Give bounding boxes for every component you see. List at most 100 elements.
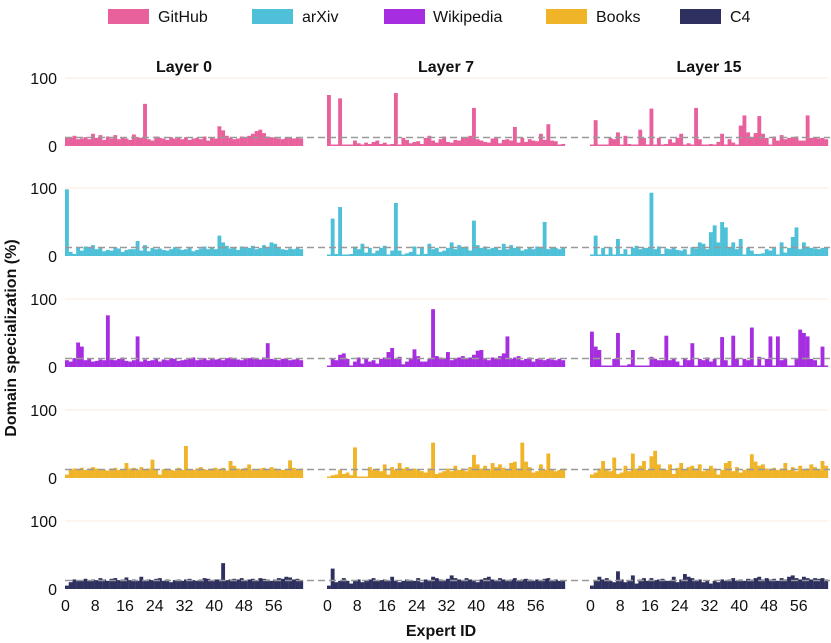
bar: [468, 579, 473, 589]
bar: [371, 360, 376, 367]
panel-wikipedia-0: [65, 315, 304, 367]
bar: [154, 136, 159, 146]
bar: [779, 360, 784, 367]
bar: [243, 580, 248, 589]
bar: [616, 473, 620, 478]
x-tick-label: 40: [205, 598, 223, 615]
bar: [527, 357, 532, 367]
bar: [697, 358, 702, 367]
bar: [124, 360, 129, 367]
bar: [434, 356, 439, 367]
bar: [291, 138, 296, 146]
bar: [494, 137, 499, 146]
bar: [723, 227, 728, 256]
bar: [76, 247, 81, 256]
panel-arxiv-1: [327, 202, 566, 256]
bar: [753, 253, 758, 256]
bar: [619, 472, 624, 478]
bar: [94, 249, 99, 256]
bar: [143, 580, 147, 589]
bar: [105, 580, 110, 589]
bar: [157, 578, 162, 589]
bar: [412, 246, 417, 256]
bar: [712, 580, 717, 589]
bar: [608, 471, 613, 478]
bar: [276, 247, 281, 256]
bar: [427, 358, 432, 367]
bar: [113, 578, 118, 589]
bar: [334, 253, 339, 256]
bar: [202, 469, 207, 478]
bar: [405, 467, 409, 478]
bar: [161, 469, 166, 478]
bar: [753, 365, 758, 367]
bar: [120, 469, 125, 478]
bar: [390, 143, 395, 146]
bar: [779, 578, 784, 589]
bar: [553, 247, 558, 256]
bar: [623, 465, 628, 478]
bar: [550, 580, 554, 589]
bar: [265, 247, 270, 256]
bar: [820, 137, 825, 146]
bar: [813, 360, 817, 367]
bar: [516, 580, 521, 589]
bar: [749, 327, 754, 367]
bar: [291, 467, 296, 478]
bar: [135, 137, 140, 146]
bar: [512, 461, 517, 478]
bar: [787, 469, 791, 478]
panel-c4-1: [327, 568, 566, 589]
bar: [535, 246, 540, 256]
bar: [408, 469, 413, 478]
bar: [446, 468, 450, 478]
bar: [475, 245, 480, 256]
bar: [154, 469, 159, 478]
bar: [527, 467, 532, 478]
bar: [790, 236, 795, 256]
bar: [623, 365, 628, 367]
bar: [360, 243, 365, 256]
row-wikipedia: 0 100: [30, 292, 830, 377]
bar: [68, 582, 73, 589]
bar: [345, 254, 350, 256]
bar: [590, 144, 594, 146]
bar: [505, 139, 510, 146]
bar: [679, 463, 684, 478]
bar: [280, 469, 285, 478]
bar: [68, 469, 73, 478]
bar: [146, 360, 151, 367]
bar: [247, 579, 252, 589]
bar: [709, 361, 713, 367]
bar: [772, 578, 777, 589]
bar: [288, 248, 292, 256]
bar: [546, 358, 551, 367]
bar: [775, 336, 780, 367]
bar: [423, 253, 428, 256]
bar: [550, 140, 554, 146]
bar: [468, 135, 473, 146]
bar: [494, 247, 499, 256]
bar: [76, 139, 81, 146]
bar: [535, 471, 540, 478]
bar: [269, 137, 274, 146]
bar: [712, 144, 717, 146]
bar: [616, 333, 620, 367]
bar: [746, 578, 751, 589]
bar: [453, 578, 458, 589]
bar: [604, 144, 609, 146]
bar: [416, 578, 421, 589]
bar: [120, 579, 125, 589]
bar: [790, 575, 795, 589]
bar: [627, 143, 632, 146]
bar: [76, 580, 81, 589]
legend: GitHub arXiv Wikipedia Books C4: [108, 9, 751, 26]
bar: [816, 578, 821, 589]
bar: [131, 360, 136, 367]
bar: [472, 580, 476, 589]
bar: [239, 360, 244, 367]
bar: [94, 360, 99, 367]
bar: [608, 365, 613, 367]
bar: [356, 579, 361, 589]
bar: [761, 253, 765, 256]
